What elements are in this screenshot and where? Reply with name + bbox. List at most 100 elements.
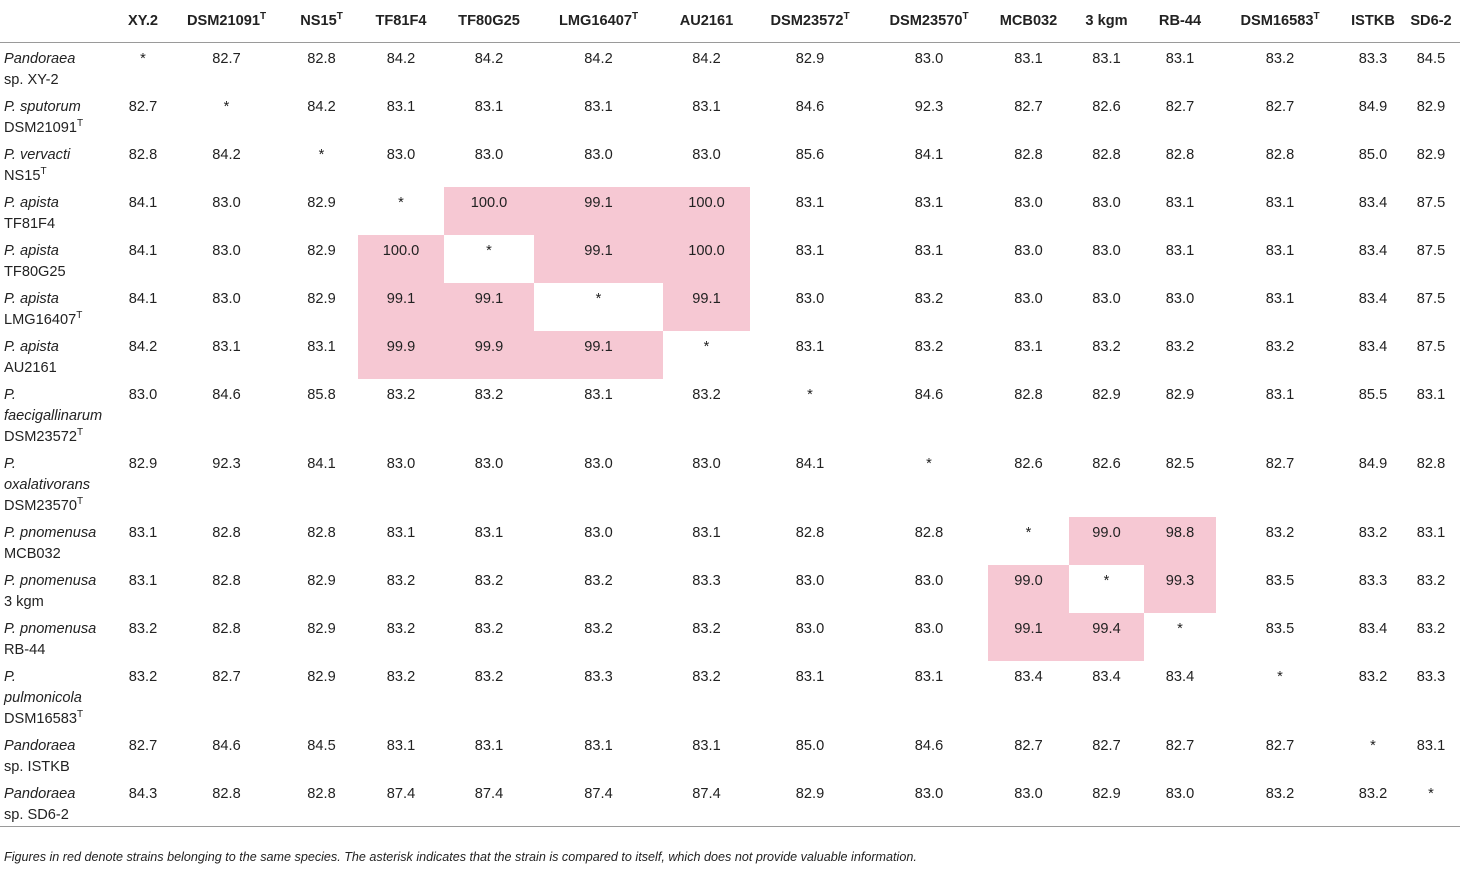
- value-cell: 83.2: [1165, 339, 1195, 355]
- value-cell: 82.9: [307, 243, 336, 259]
- value-cell: 83.4: [1358, 339, 1388, 355]
- value-cell: 83.0: [1092, 243, 1121, 259]
- value-cell: 83.0: [212, 195, 241, 211]
- table-body: Pandoraea sp. XY-2 * 82.7 82.8 84.2 84.2 84.2 84…: [0, 43, 1460, 827]
- value-cell: 83.0: [584, 525, 613, 541]
- value-cell: 84.2: [584, 51, 613, 67]
- value-cell: 83.1: [914, 195, 944, 211]
- column-header-label: AU2161: [679, 13, 734, 29]
- value-cell: 84.5: [307, 738, 336, 754]
- value-cell: 85.8: [307, 387, 336, 403]
- value-cell: 82.8: [1265, 147, 1295, 163]
- highlighted-value-cell: 99.9: [444, 331, 534, 379]
- value-cell: 83.2: [1216, 778, 1344, 827]
- value-cell: 84.3: [118, 778, 168, 827]
- row-header-line: Pandoraea: [4, 784, 118, 805]
- value-cell: 83.1: [386, 738, 416, 754]
- row-header-line: faecigallinarum: [4, 406, 118, 427]
- row-header-line: P.: [4, 454, 118, 475]
- value-cell: 82.7: [1265, 99, 1295, 115]
- similarity-table-container: XY.2 DSM21091T NS15T TF81F4 TF80G25 LMG16407T…: [0, 0, 1460, 827]
- value-cell: 84.5: [1416, 51, 1446, 67]
- row-header-line: P. apista: [4, 193, 118, 214]
- column-header: NS15T: [285, 0, 358, 43]
- value-cell: 82.8: [914, 525, 944, 541]
- value-cell: 83.3: [692, 573, 721, 589]
- row-header-line: P. pnomenusa: [4, 523, 118, 544]
- column-header: MCB032: [988, 0, 1069, 43]
- strain-id: NS15: [4, 168, 41, 184]
- row-header-line: NS15T: [4, 166, 118, 187]
- value-cell: 82.9: [307, 573, 336, 589]
- value-cell: 84.2: [128, 339, 158, 355]
- value-cell: 83.1: [386, 99, 416, 115]
- value-cell: 82.7: [1014, 738, 1043, 754]
- value-cell: 83.1: [474, 525, 504, 541]
- value-cell: 83.2: [584, 573, 613, 589]
- value-cell: 82.7: [128, 99, 158, 115]
- table-row: P. oxalativorans DSM23570T 82.9 92.3 84.1 83.0…: [0, 448, 1460, 517]
- value-cell: 84.1: [914, 147, 944, 163]
- value-cell: 83.2: [1344, 778, 1402, 827]
- value-cell: 83.0: [1165, 291, 1195, 307]
- row-header-cell: P. pnomenusa 3 kgm: [0, 565, 118, 613]
- column-header-label: 3 kgm: [1085, 13, 1128, 29]
- value-cell: 82.8: [307, 525, 336, 541]
- column-header-label: DSM23572: [770, 13, 844, 29]
- type-strain-superscript: T: [77, 709, 84, 721]
- value-cell: 82.9: [1416, 99, 1446, 115]
- column-header-label: MCB032: [999, 13, 1058, 29]
- species-name: Pandoraea: [4, 786, 76, 802]
- species-name: P. pnomenusa: [4, 621, 97, 637]
- highlighted-value-cell: 99.4: [1069, 613, 1144, 661]
- value-cell: 83.4: [1014, 669, 1043, 685]
- value-cell: 83.1: [1014, 339, 1043, 355]
- value-cell: 83.4: [1358, 291, 1388, 307]
- value-cell: 84.6: [795, 99, 825, 115]
- value-cell: 83.2: [1092, 339, 1121, 355]
- value-cell: 83.0: [914, 573, 944, 589]
- value-cell: 82.7: [1265, 738, 1295, 754]
- column-header: DSM21091T: [168, 0, 285, 43]
- value-cell: 84.9: [1358, 99, 1388, 115]
- value-cell: 82.8: [168, 778, 285, 827]
- species-name: Pandoraea: [4, 738, 76, 754]
- type-strain-superscript: T: [77, 427, 84, 439]
- value-cell: 83.0: [1014, 243, 1043, 259]
- species-name: P.: [4, 387, 16, 403]
- value-cell: 83.2: [1358, 525, 1388, 541]
- value-cell: 82.7: [1265, 456, 1295, 472]
- value-cell: 83.0: [474, 456, 504, 472]
- highlighted-value-cell: 99.1: [663, 283, 750, 331]
- value-cell: 83.2: [386, 621, 416, 637]
- table-row: P. pulmonicola DSM16583T 83.2 82.7 82.9 83.2 83…: [0, 661, 1460, 730]
- corner-header-cell: [0, 0, 118, 43]
- value-cell: 84.2: [307, 99, 336, 115]
- table-row: P. pnomenusa RB-44 83.2 82.8 82.9 83.2 83.2 83.…: [0, 613, 1460, 661]
- value-cell: 83.1: [1265, 387, 1295, 403]
- value-cell: 82.6: [1014, 456, 1043, 472]
- value-cell: 83.2: [1416, 621, 1446, 637]
- column-header-label: TF80G25: [458, 13, 520, 29]
- value-cell: *: [926, 456, 932, 472]
- value-cell: 92.3: [914, 99, 944, 115]
- value-cell: 83.2: [1416, 573, 1446, 589]
- value-cell: 83.0: [1144, 778, 1216, 827]
- value-cell: 82.8: [1014, 147, 1043, 163]
- value-cell: *: [318, 147, 325, 163]
- species-name: P.: [4, 669, 16, 685]
- strain-id: AU2161: [4, 360, 57, 376]
- value-cell: 83.1: [1265, 195, 1295, 211]
- value-cell: 83.2: [474, 387, 504, 403]
- species-name: Pandoraea: [4, 51, 76, 67]
- column-header: XY.2: [118, 0, 168, 43]
- value-cell: 82.9: [1165, 387, 1195, 403]
- strain-id: RB-44: [4, 642, 46, 658]
- row-header-line: DSM21091T: [4, 118, 118, 139]
- value-cell: 83.0: [1092, 195, 1121, 211]
- column-header: SD6-2: [1402, 0, 1460, 43]
- value-cell: 83.2: [914, 339, 944, 355]
- value-cell: 83.1: [212, 339, 241, 355]
- highlighted-value-cell: 100.0: [358, 235, 444, 283]
- value-cell: 82.6: [1092, 99, 1121, 115]
